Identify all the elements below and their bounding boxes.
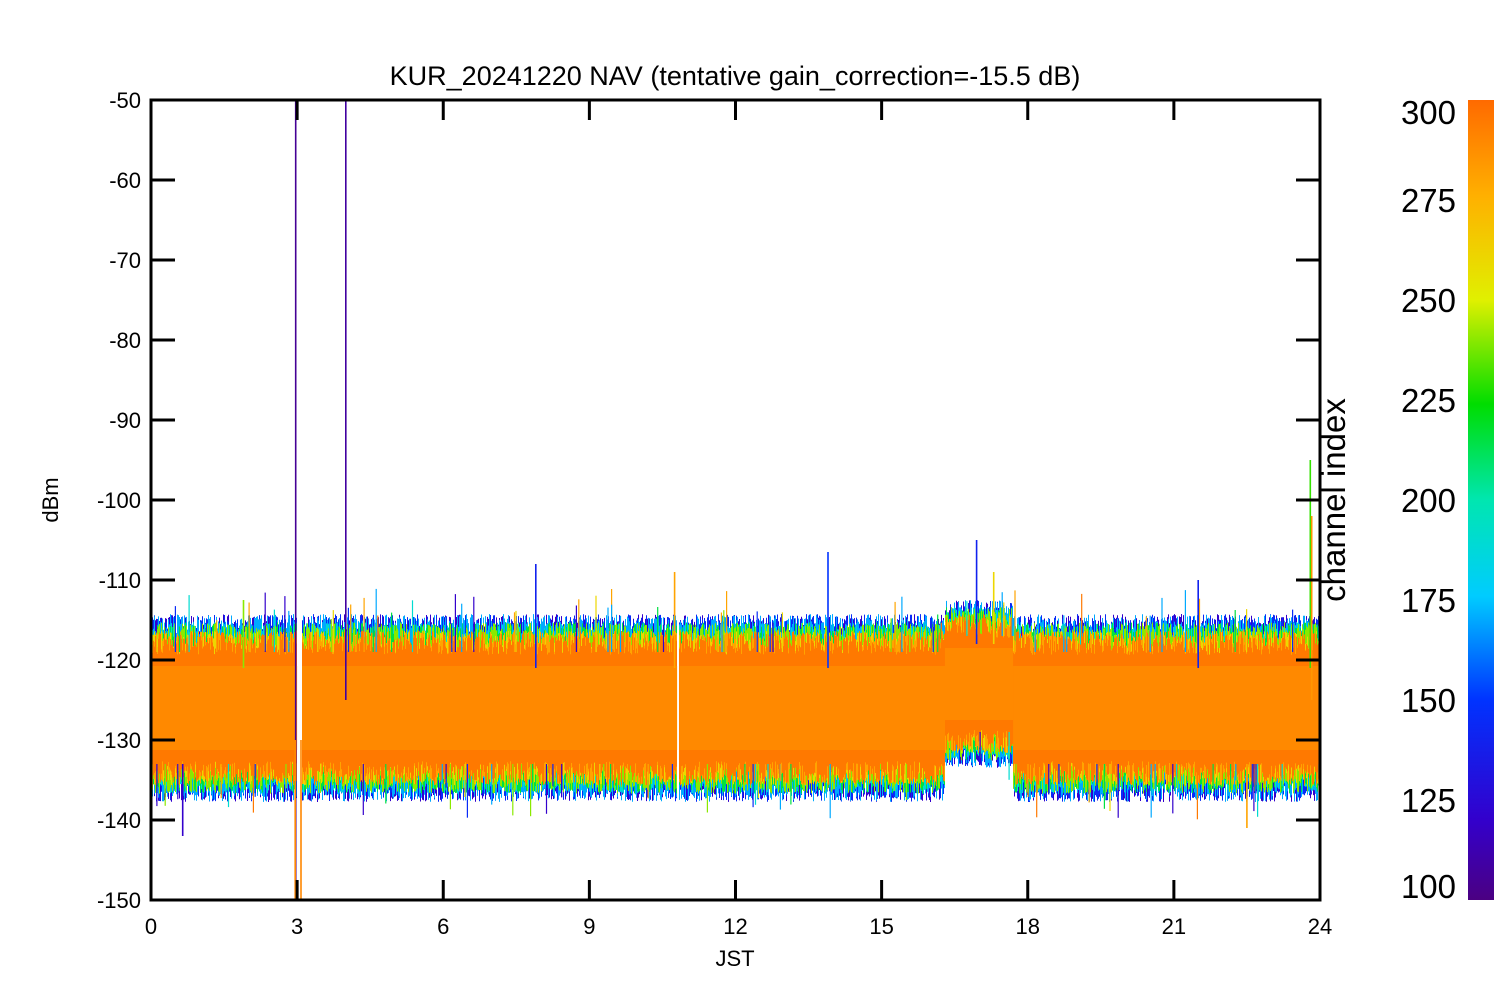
y-axis-label: dBm (38, 477, 63, 522)
colorbar-tick-label: 300 (1401, 94, 1456, 131)
noise-core-segment (151, 666, 298, 750)
x-tick-label: 21 (1162, 914, 1186, 939)
noise-core-segment (944, 648, 1014, 720)
x-tick-label: 3 (291, 914, 303, 939)
y-tick-label: -120 (97, 648, 141, 673)
colorbar-tick-label: 250 (1401, 282, 1456, 319)
y-tick-label: -90 (109, 408, 141, 433)
y-axis-ticks: -50 -60 -70 -80 -90 -100 -110 -120 -130 -140 -150 (97, 88, 1320, 913)
x-tick-label: 15 (869, 914, 893, 939)
colorbar (1468, 100, 1494, 900)
y-tick-label: -100 (97, 488, 141, 513)
colorbar-tick-label: 175 (1401, 582, 1456, 619)
colorbar-ticks: 300 275 250 225 200 175 150 125 100 (1401, 94, 1456, 905)
spike-layer (181, 100, 1313, 900)
y-tick-label: -130 (97, 728, 141, 753)
x-tick-label: 9 (583, 914, 595, 939)
colorbar-tick-label: 150 (1401, 682, 1456, 719)
x-tick-label: 18 (1016, 914, 1040, 939)
x-axis-ticks: 0 3 6 9 12 15 18 21 24 (145, 100, 1332, 939)
colorbar-tick-label: 125 (1401, 782, 1456, 819)
y-tick-label: -150 (97, 888, 141, 913)
colorbar-tick-label: 200 (1401, 482, 1456, 519)
noise-core-segment (679, 666, 945, 750)
noise-core-segment (302, 666, 678, 750)
x-axis-label: JST (715, 946, 754, 971)
minor-spikes (156, 588, 1320, 820)
y-tick-label: -140 (97, 808, 141, 833)
y-tick-label: -50 (109, 88, 141, 113)
x-tick-label: 6 (437, 914, 449, 939)
x-tick-label: 12 (723, 914, 747, 939)
colorbar-tick-label: 225 (1401, 382, 1456, 419)
y-tick-label: -80 (109, 328, 141, 353)
y-tick-label: -70 (109, 248, 141, 273)
colorbar-label: channel index (1315, 398, 1352, 602)
y-tick-label: -110 (99, 568, 141, 593)
y-tick-label: -60 (109, 168, 141, 193)
noise-core-segment (1013, 666, 1320, 750)
colorbar-tick-label: 275 (1401, 182, 1456, 219)
data-layer (151, 588, 1320, 820)
x-tick-label: 0 (145, 914, 157, 939)
chart-title: KUR_20241220 NAV (tentative gain_correct… (390, 61, 1081, 91)
colorbar-tick-label: 100 (1401, 868, 1456, 905)
x-tick-label: 24 (1308, 914, 1332, 939)
